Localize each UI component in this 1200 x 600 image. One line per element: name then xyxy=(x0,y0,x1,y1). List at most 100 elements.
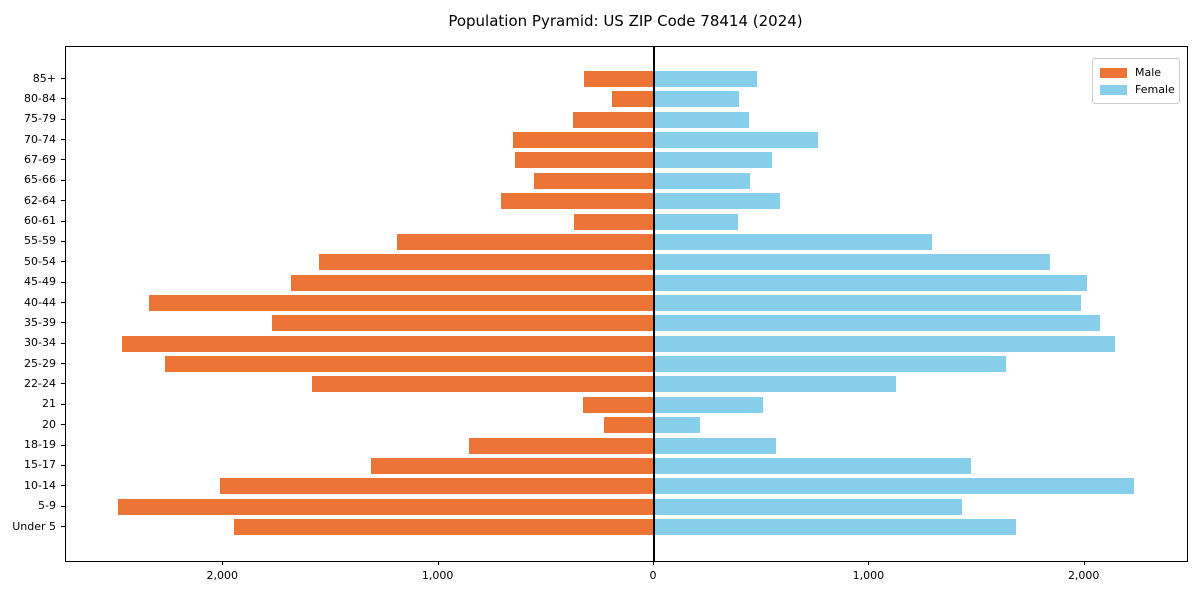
bar-male-22-24 xyxy=(311,376,654,393)
bar-female-10-14 xyxy=(653,478,1135,495)
y-tick-label: 25-29 xyxy=(24,356,56,370)
y-tick-mark xyxy=(61,179,65,181)
bar-male-70-74 xyxy=(512,132,654,149)
legend: Male Female xyxy=(1092,58,1180,104)
bar-male-30-34 xyxy=(121,335,654,352)
bar-male-10-14 xyxy=(219,478,654,495)
y-tick-mark xyxy=(61,322,65,324)
chart-title: Population Pyramid: US ZIP Code 78414 (2… xyxy=(448,12,803,30)
y-tick-mark xyxy=(61,383,65,385)
x-tick-label: 1,000 xyxy=(421,569,454,582)
bar-male-75-79 xyxy=(573,111,654,128)
y-tick-mark xyxy=(61,363,65,365)
y-tick-label: 15-17 xyxy=(24,458,56,472)
bar-female-62-64 xyxy=(653,193,780,210)
y-tick-label: 67-69 xyxy=(24,152,56,166)
y-tick-mark xyxy=(61,139,65,141)
bar-female-30-34 xyxy=(653,335,1115,352)
y-tick-label: 21 xyxy=(42,397,56,411)
bar-male-67-69 xyxy=(515,152,654,169)
x-tick-label: 2,000 xyxy=(206,569,238,582)
bar-female-35-39 xyxy=(653,315,1100,332)
y-tick-mark xyxy=(61,464,65,466)
x-tick-mark xyxy=(868,561,870,565)
bar-male-under-5 xyxy=(233,519,654,535)
bar-female-55-59 xyxy=(653,233,932,250)
y-tick-mark xyxy=(61,281,65,283)
y-tick-mark xyxy=(61,302,65,303)
x-tick-mark xyxy=(437,561,439,565)
y-tick-label: 35-39 xyxy=(24,315,56,329)
x-tick-label: 2,000 xyxy=(1067,569,1100,582)
y-tick-mark xyxy=(61,261,65,263)
bar-female-22-24 xyxy=(653,376,897,393)
y-tick-label: 10-14 xyxy=(24,478,56,492)
y-tick-mark xyxy=(61,240,65,242)
legend-label-male: Male xyxy=(1135,66,1162,79)
bar-female-18-19 xyxy=(653,437,776,454)
bar-male-21 xyxy=(582,396,654,413)
y-tick-mark xyxy=(61,159,65,161)
bar-male-35-39 xyxy=(271,315,654,332)
y-tick-label: 70-74 xyxy=(24,132,56,146)
bar-female-65-66 xyxy=(653,172,750,189)
y-tick-label: 45-49 xyxy=(24,275,56,289)
bar-female-80-84 xyxy=(653,91,740,108)
y-tick-label: 18-19 xyxy=(24,438,56,452)
y-tick-label: 40-44 xyxy=(24,295,56,309)
bar-female-50-54 xyxy=(653,254,1051,271)
x-tick-mark xyxy=(652,561,654,565)
y-tick-mark xyxy=(61,485,65,487)
y-tick-label: 22-24 xyxy=(24,376,56,390)
bar-male-60-61 xyxy=(574,213,654,230)
bar-male-80-84 xyxy=(611,91,654,108)
bar-female-45-49 xyxy=(653,274,1087,291)
y-tick-label: 65-66 xyxy=(24,173,56,187)
bar-female-20 xyxy=(653,417,701,434)
bar-female-85- xyxy=(653,71,758,87)
y-tick-label: 50-54 xyxy=(24,254,56,268)
y-tick-mark xyxy=(61,526,65,527)
y-tick-mark xyxy=(61,342,65,344)
bar-male-62-64 xyxy=(501,193,654,210)
y-tick-label: 30-34 xyxy=(24,336,56,350)
y-tick-mark xyxy=(61,98,65,100)
y-tick-mark xyxy=(61,505,65,507)
bar-female-60-61 xyxy=(653,213,738,230)
bar-female-15-17 xyxy=(653,457,971,474)
legend-label-female: Female xyxy=(1135,83,1175,96)
y-tick-mark xyxy=(61,403,65,405)
y-tick-label: 20 xyxy=(42,417,56,431)
male-swatch xyxy=(1100,67,1127,78)
bar-male-18-19 xyxy=(468,437,654,454)
bar-male-55-59 xyxy=(396,233,654,250)
bar-male-25-29 xyxy=(165,356,654,373)
bar-female-under-5 xyxy=(653,519,1016,535)
y-tick-mark xyxy=(61,78,65,79)
bar-female-70-74 xyxy=(653,132,818,149)
y-tick-label: 60-61 xyxy=(24,214,56,228)
plot-area: Male Female xyxy=(65,46,1188,562)
bar-male-20 xyxy=(604,417,654,434)
bar-female-5-9 xyxy=(653,498,962,515)
bar-female-67-69 xyxy=(653,152,773,169)
female-swatch xyxy=(1100,84,1127,95)
x-tick-mark xyxy=(1083,561,1085,565)
x-tick-label: 0 xyxy=(649,569,657,582)
bar-male-50-54 xyxy=(319,254,654,271)
y-tick-label: 85+ xyxy=(32,71,56,85)
bar-male-45-49 xyxy=(291,274,654,291)
bar-male-15-17 xyxy=(370,457,654,474)
bar-female-25-29 xyxy=(653,356,1007,373)
y-tick-label: 5-9 xyxy=(38,499,56,513)
y-tick-label: Under 5 xyxy=(12,519,56,533)
y-tick-label: 80-84 xyxy=(24,91,56,105)
y-tick-mark xyxy=(61,118,65,120)
y-tick-mark xyxy=(61,444,65,446)
bar-female-40-44 xyxy=(653,295,1082,311)
legend-entry-male: Male xyxy=(1100,64,1171,81)
legend-entry-female: Female xyxy=(1100,81,1175,98)
x-tick-label: 1,000 xyxy=(852,569,885,582)
bar-male-65-66 xyxy=(534,172,654,189)
